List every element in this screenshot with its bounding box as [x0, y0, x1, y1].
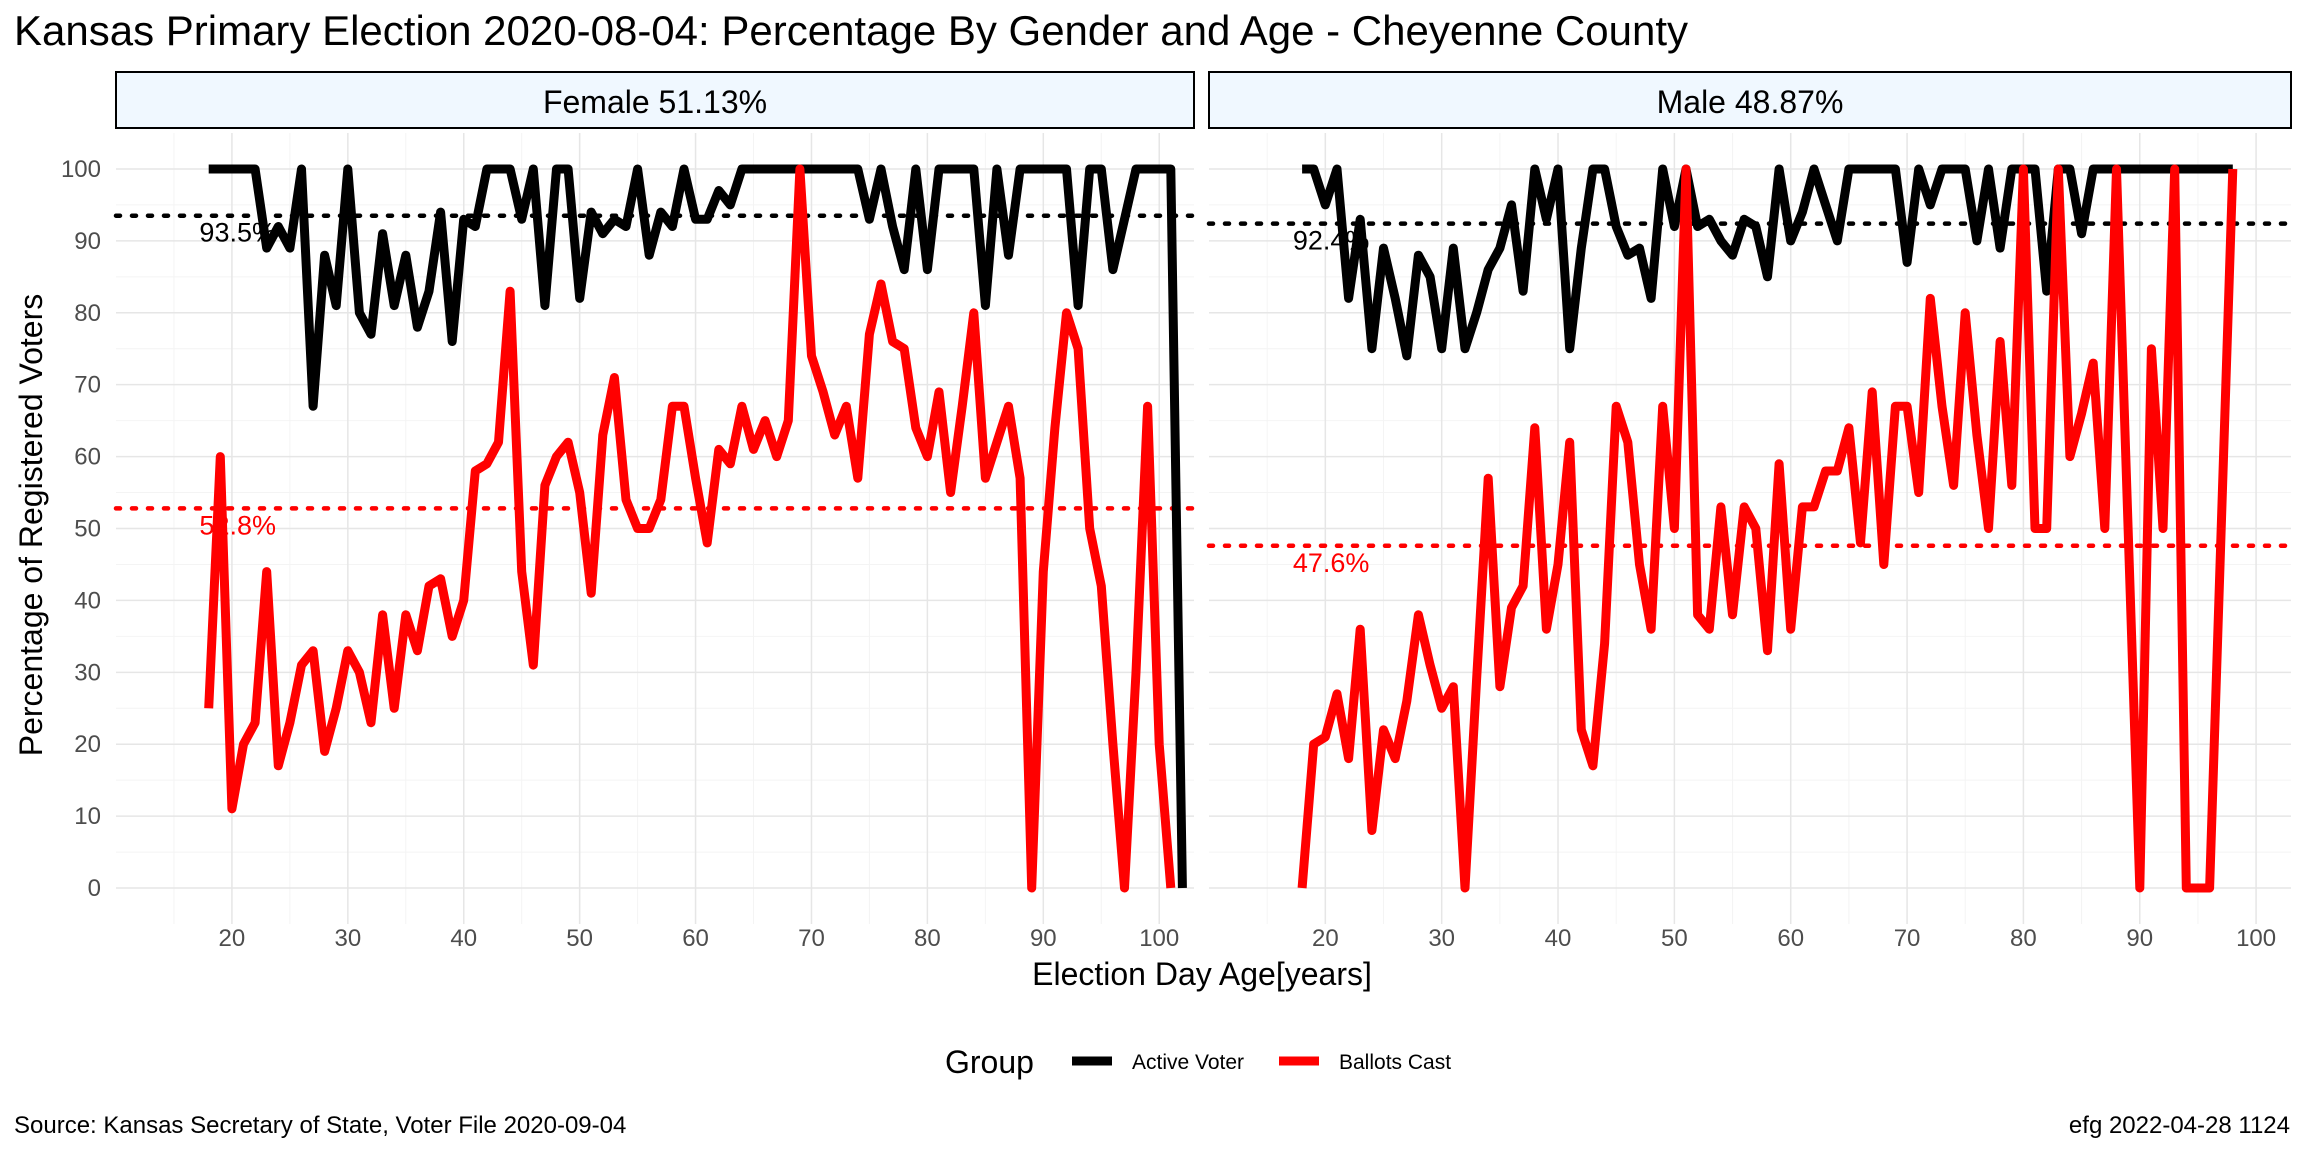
- x-tick-label: 50: [1661, 925, 1688, 952]
- strip-box: [1208, 71, 2292, 129]
- reference-labels: 93.5% 52.8%: [199, 218, 276, 541]
- chart-title: Kansas Primary Election 2020-08-04: Perc…: [14, 7, 1688, 54]
- source-note: Source: Kansas Secretary of State, Voter…: [14, 1112, 626, 1139]
- x-axis-label: Election Day Age[years]: [1032, 956, 1372, 992]
- reference-label: 92.4%: [1293, 226, 1370, 256]
- x-tick-label: 80: [2010, 925, 2037, 952]
- series-lines: [1297, 164, 2238, 893]
- y-tick-label: 80: [74, 300, 101, 327]
- panel-female: Female 51.13% 93.5% 52.8% 20 30 40 50 60 70 80 9…: [113, 71, 1197, 952]
- x-tick-label: 90: [1030, 925, 1057, 952]
- legend-label-active-voter: Active Voter: [1132, 1051, 1244, 1074]
- x-tick-label: 20: [219, 925, 246, 952]
- x-tick-label: 30: [1428, 925, 1455, 952]
- strip-label: Female 51.13%: [543, 84, 767, 120]
- series-line-active-voter: [1302, 164, 2233, 361]
- series-line-active-voter: [208, 164, 1187, 889]
- x-tick-label: 100: [1139, 925, 1179, 952]
- y-tick-label: 70: [74, 372, 101, 399]
- legend-title: Group: [945, 1044, 1034, 1080]
- y-axis-label: Percentage of Registered Voters: [13, 294, 49, 757]
- series-line-ballots-cast: [204, 164, 1176, 893]
- x-tick-label: 60: [1777, 925, 1804, 952]
- reference-label: 93.5%: [199, 218, 276, 248]
- series-lines: [204, 164, 1187, 893]
- y-tick-label: 50: [74, 516, 101, 543]
- grid: [116, 133, 1194, 924]
- y-tick-label: 90: [74, 228, 101, 255]
- y-tick-label: 60: [74, 444, 101, 471]
- y-tick-label: 40: [74, 587, 101, 614]
- x-tick-label: 70: [1894, 925, 1921, 952]
- y-tick-label: 20: [74, 731, 101, 758]
- x-tick-labels: 20 30 40 50 60 70 80 90 100: [219, 925, 1180, 952]
- strip-label: Male 48.87%: [1657, 84, 1844, 120]
- y-tick-label: 100: [61, 156, 101, 183]
- x-tick-label: 20: [1312, 925, 1339, 952]
- legend: Group Active Voter Ballots Cast: [945, 1044, 1451, 1080]
- reference-label: 52.8%: [199, 510, 276, 540]
- x-tick-label: 60: [682, 925, 709, 952]
- x-tick-label: 50: [566, 925, 593, 952]
- series-line-ballots-cast: [1297, 164, 2238, 893]
- y-tick-labels: 0 10 20 30 40 50 60 70 80 90 100: [61, 156, 101, 902]
- reference-lines: [113, 213, 1197, 511]
- x-tick-label: 100: [2236, 925, 2276, 952]
- x-tick-label: 90: [2126, 925, 2153, 952]
- x-tick-label: 40: [450, 925, 477, 952]
- panel-male: Male 48.87% 92.4% 47.6% 20 30 40 50 60 70 80 90 1…: [1206, 71, 2294, 952]
- y-tick-label: 30: [74, 659, 101, 686]
- y-tick-label: 0: [88, 875, 101, 902]
- y-tick-label: 10: [74, 803, 101, 830]
- reference-label: 47.6%: [1293, 548, 1370, 578]
- x-tick-labels: 20 30 40 50 60 70 80 90 100: [1312, 925, 2276, 952]
- strip-box: [115, 71, 1195, 129]
- credit-note: efg 2022-04-28 1124: [2069, 1112, 2290, 1139]
- reference-labels: 92.4% 47.6%: [1293, 226, 1370, 578]
- x-tick-label: 30: [334, 925, 361, 952]
- x-tick-label: 80: [914, 925, 941, 952]
- legend-label-ballots-cast: Ballots Cast: [1339, 1051, 1451, 1074]
- x-tick-label: 70: [798, 925, 825, 952]
- x-tick-label: 40: [1545, 925, 1572, 952]
